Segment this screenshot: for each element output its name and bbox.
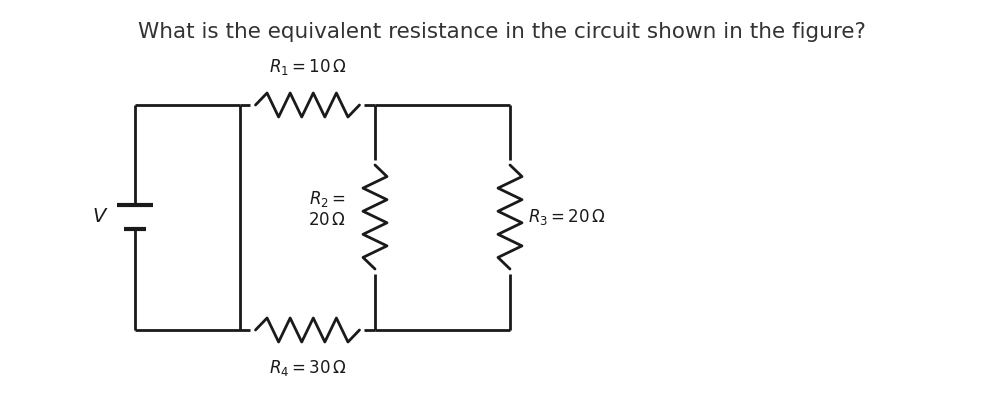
Text: What is the equivalent resistance in the circuit shown in the figure?: What is the equivalent resistance in the… <box>138 22 865 42</box>
Text: $R_1 = 10\,\Omega$: $R_1 = 10\,\Omega$ <box>269 57 346 77</box>
Text: $R_2 =$
$20\,\Omega$: $R_2 =$ $20\,\Omega$ <box>308 189 346 229</box>
Text: $R_3 = 20\,\Omega$: $R_3 = 20\,\Omega$ <box>528 207 605 227</box>
Text: $R_4 = 30\,\Omega$: $R_4 = 30\,\Omega$ <box>269 358 346 378</box>
Text: $V$: $V$ <box>91 208 108 226</box>
